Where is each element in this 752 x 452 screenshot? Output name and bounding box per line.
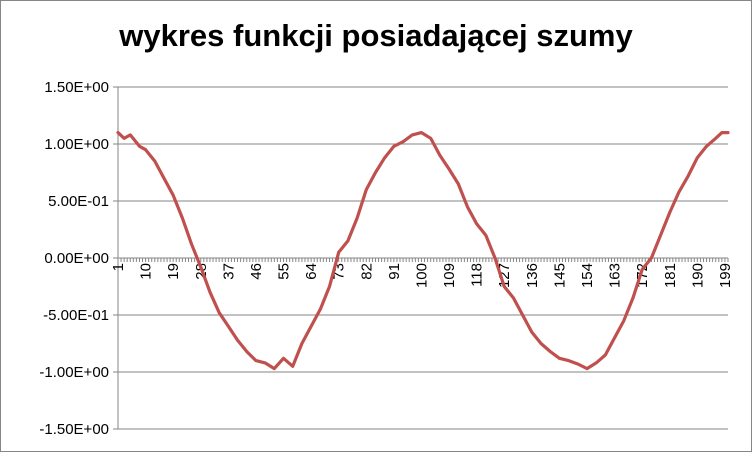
y-tick-label: 5.00E-01: [48, 193, 109, 210]
x-tick-label: 163: [607, 263, 624, 288]
x-tick-label: 136: [524, 263, 541, 288]
x-tick-label: 100: [413, 263, 430, 288]
y-axis: 1.50E+00 1.00E+00 5.00E-01 0.00E+00 -5.00E-0…: [39, 79, 119, 438]
x-tick-label: 109: [441, 263, 458, 288]
x-tick-label: 145: [551, 263, 568, 288]
y-tick-label: -5.00E-01: [43, 307, 109, 324]
x-tick-label: 19: [165, 263, 182, 280]
x-tick-label: 10: [138, 263, 155, 280]
y-tick-label: -1.50E+00: [39, 421, 109, 438]
chart-title: wykres funkcji posiadającej szumy: [119, 18, 633, 53]
x-tick-label: 46: [248, 263, 265, 280]
x-axis: 1 10 19 28 37 46 55 64 73 82 91 100 109 118 127 136 145 1…: [110, 257, 734, 288]
series-line: [116, 131, 730, 371]
x-tick-label: 199: [717, 263, 734, 288]
x-tick-label: 55: [276, 263, 293, 280]
x-tick-label: 190: [689, 263, 706, 288]
y-tick-label: 1.50E+00: [44, 79, 109, 96]
series-layer: [116, 131, 730, 371]
y-tick-label: 0.00E+00: [44, 250, 109, 267]
x-tick-label: 127: [496, 263, 513, 288]
x-tick-label: 118: [469, 263, 486, 287]
y-tick-label: 1.00E+00: [44, 136, 109, 153]
x-tick-label: 64: [303, 263, 320, 280]
x-tick-label: 154: [579, 263, 596, 288]
x-tick-label: 1: [110, 263, 127, 271]
x-tick-label: 181: [662, 263, 679, 288]
x-tick-label: 37: [220, 263, 237, 280]
x-tick-label: 91: [386, 263, 403, 280]
y-tick-label: -1.00E+00: [39, 364, 109, 381]
x-tick-label: 82: [358, 263, 375, 280]
